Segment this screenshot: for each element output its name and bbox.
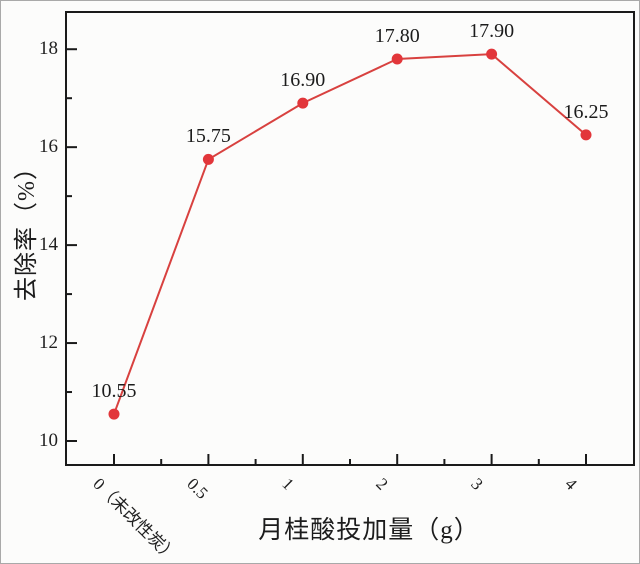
y-axis-title: 去除率（%） xyxy=(14,155,40,301)
data-line xyxy=(113,53,587,415)
data-point-marker xyxy=(202,153,214,165)
y-tick-label: 18 xyxy=(39,38,58,60)
data-point-marker xyxy=(297,97,309,109)
data-point-label: 15.75 xyxy=(185,125,231,148)
data-point-label: 17.80 xyxy=(374,25,420,47)
y-tick-label: 14 xyxy=(39,234,58,256)
data-point-marker xyxy=(391,53,403,65)
y-tick-label: 10 xyxy=(39,430,58,451)
data-point-marker xyxy=(108,408,120,420)
y-tick-label: 12 xyxy=(39,332,58,354)
data-point-marker xyxy=(580,129,592,141)
x-axis-title: 月桂酸投加量（g） xyxy=(258,517,480,544)
data-point-label: 16.90 xyxy=(280,69,326,92)
data-point-label: 17.90 xyxy=(469,20,515,43)
data-point-label: 16.25 xyxy=(563,100,609,123)
data-point-label: 10.55 xyxy=(91,380,137,403)
data-point-marker xyxy=(486,48,498,60)
y-tick-label: 16 xyxy=(39,136,58,158)
